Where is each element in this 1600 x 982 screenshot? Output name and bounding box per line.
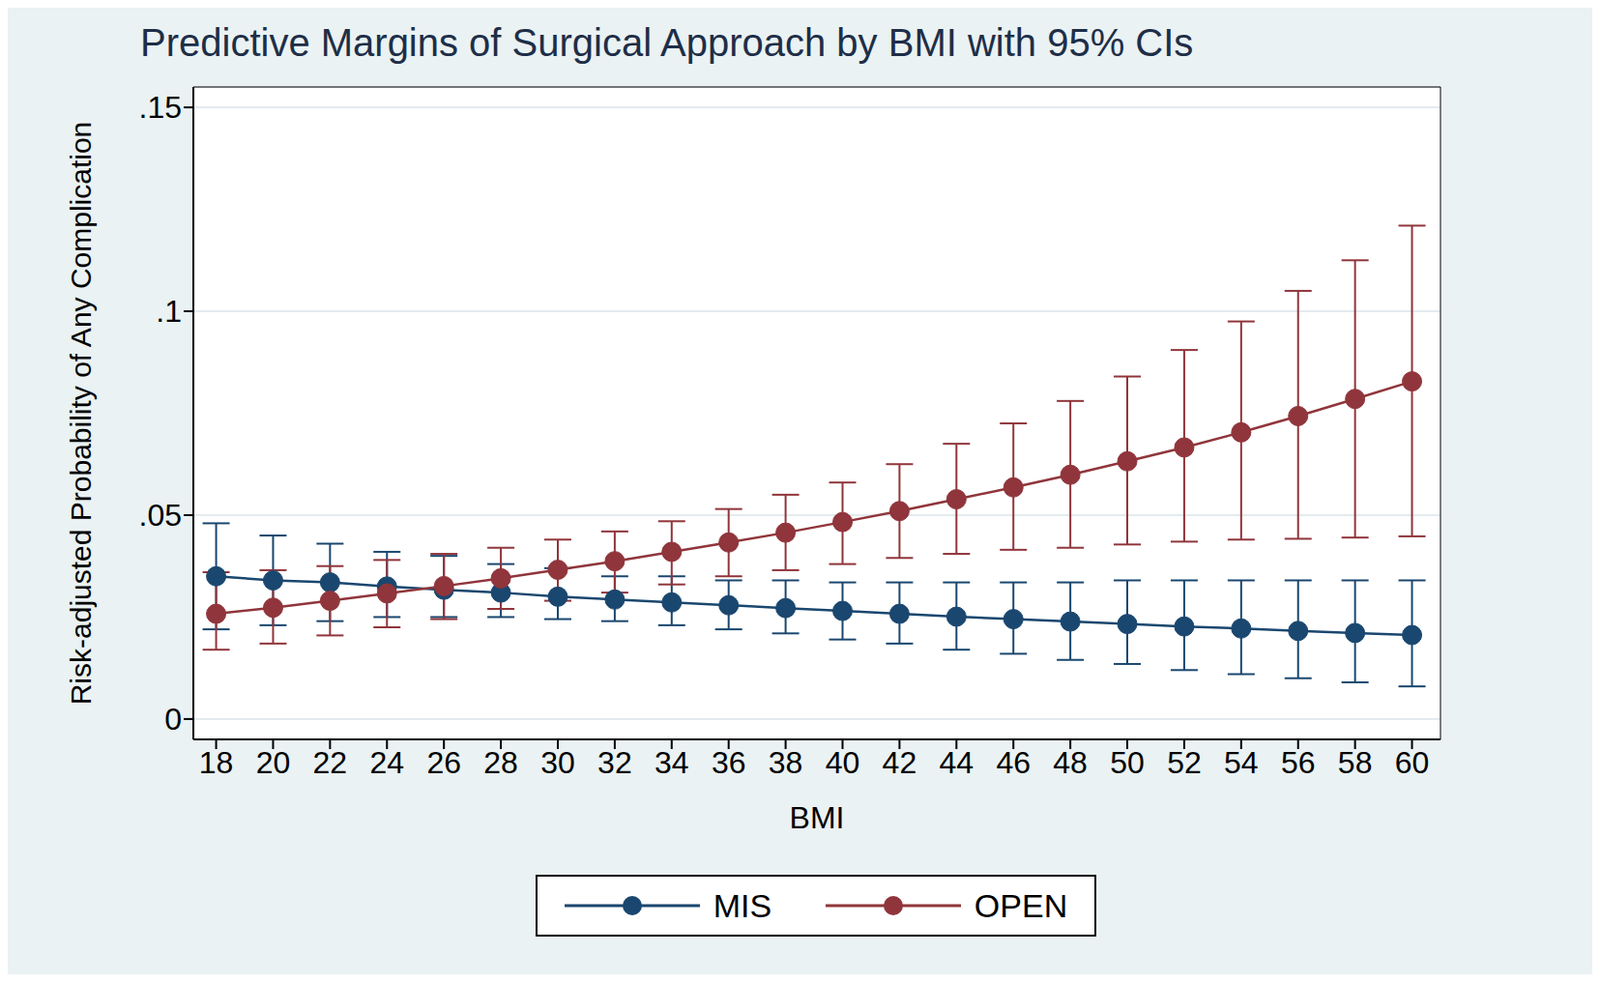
svg-text:26: 26 xyxy=(426,745,462,781)
html-text:OPEN: OPEN xyxy=(974,887,1068,924)
html-text:Predictive Margins of Surgical: Predictive Margins of Surgical Approach … xyxy=(140,21,1194,64)
svg-text:.1: .1 xyxy=(155,293,182,329)
svg-text:28: 28 xyxy=(483,745,519,781)
svg-text:54: 54 xyxy=(1223,745,1259,781)
svg-text:42: 42 xyxy=(882,745,918,781)
svg-text:20: 20 xyxy=(256,745,291,781)
svg-text:44: 44 xyxy=(939,745,975,781)
svg-text:24: 24 xyxy=(369,745,405,781)
svg-text:.15: .15 xyxy=(139,89,182,125)
html-text:MIS: MIS xyxy=(713,887,772,924)
svg-text:32: 32 xyxy=(597,745,633,781)
svg-text:22: 22 xyxy=(313,745,349,781)
svg-text:30: 30 xyxy=(540,745,576,781)
svg-text:40: 40 xyxy=(825,745,861,781)
svg-text:0: 0 xyxy=(164,701,182,737)
svg-text:52: 52 xyxy=(1166,745,1202,781)
svg-text:48: 48 xyxy=(1052,745,1088,781)
svg-text:38: 38 xyxy=(768,745,804,781)
svg-text:Risk-adjusted Probability of A: Risk-adjusted Probability of Any Complic… xyxy=(64,121,97,706)
svg-text:60: 60 xyxy=(1395,745,1430,781)
svg-text:36: 36 xyxy=(711,745,747,781)
svg-text:58: 58 xyxy=(1338,745,1373,781)
svg-text:34: 34 xyxy=(654,745,690,781)
svg-text:56: 56 xyxy=(1280,745,1316,781)
svg-text:BMI: BMI xyxy=(789,800,845,836)
svg-text:18: 18 xyxy=(199,745,234,781)
svg-text:50: 50 xyxy=(1109,745,1145,781)
svg-text:.05: .05 xyxy=(139,497,182,533)
svg-text:46: 46 xyxy=(995,745,1031,781)
